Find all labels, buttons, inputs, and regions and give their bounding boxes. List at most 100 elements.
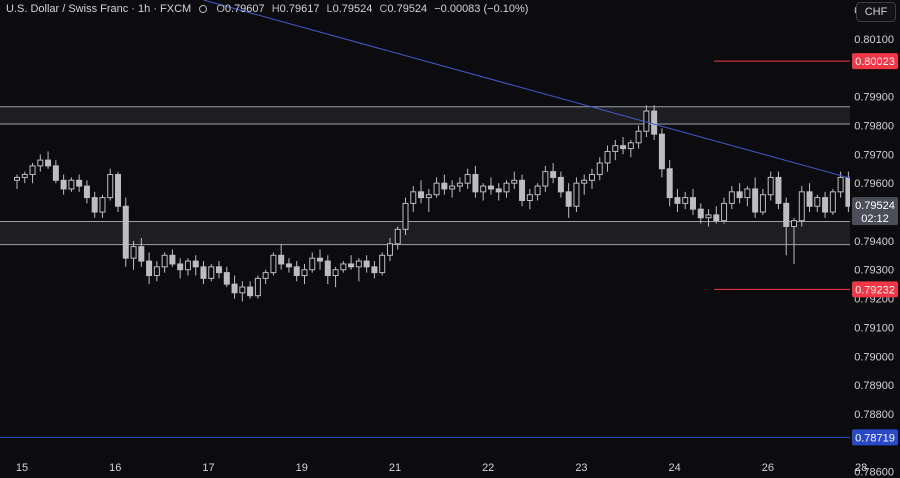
candle-body-43 (348, 263, 355, 268)
y-tick-label: 0.79400 (854, 236, 894, 248)
candle-body-48 (386, 243, 393, 256)
y-tick-label: 0.79300 (854, 265, 894, 277)
candle-body-91 (721, 202, 728, 222)
candle-body-73 (581, 179, 588, 184)
candle-body-97 (767, 176, 774, 196)
candle-body-78 (620, 145, 627, 150)
currency-button[interactable]: CHF (856, 2, 896, 22)
candle-body-59 (472, 174, 479, 193)
candle-body-64 (511, 179, 518, 184)
candle-body-45 (363, 260, 370, 268)
candle-body-101 (798, 191, 805, 222)
y-tick-label: 0.79100 (854, 322, 894, 334)
candle-body-93 (736, 191, 743, 199)
y-tick-label: 0.78900 (854, 380, 894, 392)
candle-body-44 (355, 260, 362, 268)
open-label: O (216, 3, 225, 15)
candle-body-24 (200, 266, 207, 279)
high-label: H (271, 3, 280, 15)
candle-body-17 (146, 260, 153, 276)
close-value: 0.79524 (387, 3, 428, 15)
candle-body-50 (402, 202, 409, 230)
candle-body-72 (573, 182, 580, 207)
x-tick-label: 28 (855, 462, 867, 474)
candle-body-60 (480, 185, 487, 193)
candle-body-20 (169, 254, 176, 265)
candle-body-74 (588, 174, 595, 181)
candle-body-100 (791, 220, 797, 227)
trendline[interactable] (203, 0, 900, 196)
zone-0 (0, 106, 850, 125)
candle-body-42 (340, 263, 347, 271)
x-tick-label: 22 (482, 462, 494, 474)
candle-body-86 (682, 197, 689, 204)
candle-body-11 (99, 197, 106, 213)
candle-body-66 (526, 194, 533, 201)
time-axis[interactable]: 15 16 17 19 21 22 23 24 26 28 (16, 462, 867, 474)
candle-body-69 (550, 171, 557, 178)
high-value: 0.79617 (279, 3, 320, 15)
x-tick-label: 23 (575, 462, 587, 474)
x-tick-label: 21 (389, 462, 401, 474)
candle-body-40 (324, 260, 331, 276)
symbol-header: U.S. Dollar / Swiss Franc · 1h · FXCM O 0… (6, 3, 528, 15)
market-status-icon (199, 5, 208, 14)
candle-body-87 (689, 197, 696, 210)
candle-body-90 (713, 214, 720, 222)
candle-body-19 (161, 254, 168, 268)
candle-body-94 (744, 188, 751, 199)
price-axis[interactable]: 0.802000.801000.799000.798000.797000.796… (850, 0, 900, 478)
symbol-title[interactable]: U.S. Dollar / Swiss Franc · 1h · FXCM (6, 3, 192, 15)
candle-body-37 (301, 269, 308, 276)
level-price-label: 0.80023 (855, 56, 895, 68)
level-price-label: 0.79232 (855, 284, 895, 296)
candle-body-31 (254, 277, 261, 297)
candle-body-12 (107, 174, 114, 199)
candle-body-33 (270, 254, 277, 274)
change-value: −0.00083 (−0.10%) (434, 3, 529, 15)
candle-body-21 (177, 263, 184, 271)
y-tick-label: 0.79000 (854, 351, 894, 363)
candle-body-6 (60, 179, 67, 190)
candle-body-23 (192, 260, 199, 268)
candle-body-8 (76, 179, 83, 187)
candle-body-92 (728, 191, 735, 204)
candle-body-38 (309, 257, 316, 271)
y-tick-label: 0.79800 (854, 120, 894, 132)
level-price-label: 0.78719 (855, 432, 895, 444)
level-price-label-bg (852, 429, 898, 446)
level-price-label-bg (852, 281, 898, 298)
candle-body-82 (651, 110, 658, 135)
candle-body-14 (122, 205, 129, 259)
candle-body-39 (317, 257, 324, 262)
y-tick-label: 0.79700 (854, 149, 894, 161)
candle-body-53 (425, 194, 432, 199)
level-layer (0, 60, 850, 438)
candle-body-88 (697, 208, 704, 219)
x-tick-label: 15 (16, 462, 28, 474)
candle-body-51 (410, 191, 417, 204)
candle-body-106 (837, 176, 844, 193)
candle-body-89 (705, 214, 712, 219)
candle-body-27 (223, 272, 230, 285)
candle-body-67 (534, 185, 541, 196)
candle-body-49 (394, 228, 401, 245)
candle-body-56 (449, 185, 456, 190)
x-tick-label: 24 (669, 462, 681, 474)
candle-body-103 (814, 197, 821, 207)
candle-body-102 (806, 191, 813, 207)
low-value: 0.79524 (332, 3, 373, 15)
y-tick-label: 0.78800 (854, 409, 894, 421)
candle-body-68 (542, 171, 549, 187)
candle-body-41 (332, 269, 339, 276)
candle-body-4 (45, 159, 52, 167)
candle-body-65 (519, 179, 526, 201)
candle-body-75 (596, 162, 603, 176)
candle-body-36 (293, 266, 300, 276)
candle-body-70 (557, 176, 564, 193)
candle-body-34 (278, 254, 285, 265)
candle-body-28 (231, 283, 238, 294)
candle-body-47 (379, 254, 386, 274)
